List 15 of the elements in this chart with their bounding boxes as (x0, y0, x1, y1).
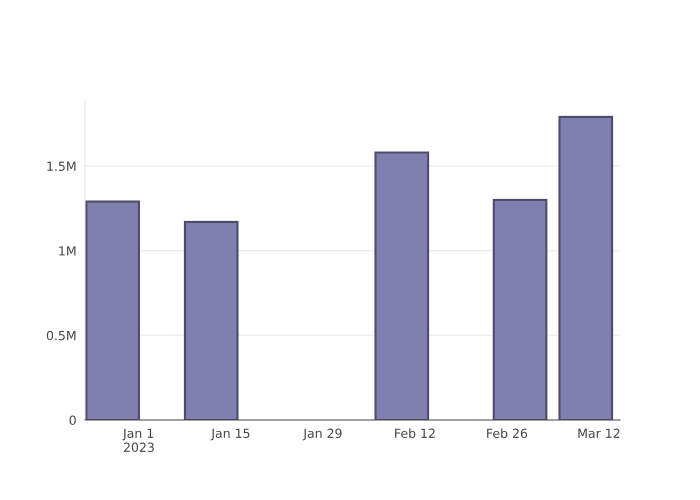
bar (374, 151, 430, 420)
y-tick-label: 1M (59, 246, 76, 256)
x-tick-label: Jan 29 (302, 428, 342, 440)
y-tick-label: 1.5M (47, 162, 76, 171)
y-tick-label: 0.5M (46, 330, 76, 340)
x-tick-label: Mar 12 (578, 428, 620, 438)
bar (184, 220, 239, 420)
bar (85, 200, 140, 420)
x-tick-label: Feb 12 (395, 428, 435, 438)
x-tick-label: Jan 1 2023 (122, 428, 154, 452)
bar (492, 198, 548, 420)
x-tick-label: Feb 26 (487, 428, 528, 438)
bar (558, 116, 614, 420)
y-tick-label: 0 (70, 415, 76, 425)
x-tick-label: Jan 15 (210, 428, 250, 440)
